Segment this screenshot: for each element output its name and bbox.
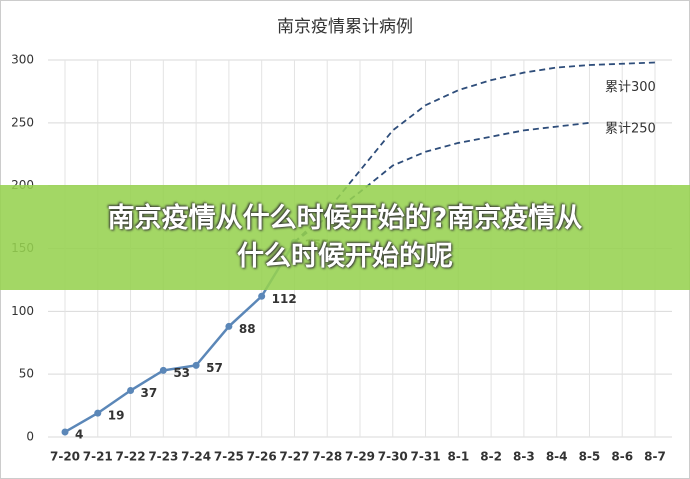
- series-label: 累计250: [605, 121, 656, 136]
- x-tick-label: 8-7: [644, 450, 666, 464]
- x-tick-label: 7-30: [378, 450, 408, 464]
- x-tick-label: 7-25: [214, 450, 244, 464]
- point: [258, 292, 266, 300]
- x-tick-label: 8-1: [447, 450, 469, 464]
- x-tick-label: 8-5: [579, 450, 601, 464]
- point: [192, 361, 200, 369]
- banner: 南京疫情从什么时候开始的?南京疫情从 什么时候开始的呢: [0, 185, 690, 290]
- x-tick-label: 7-21: [83, 450, 113, 464]
- y-tick-label: 50: [19, 367, 34, 381]
- x-tick-label: 7-31: [411, 450, 441, 464]
- point: [61, 428, 69, 436]
- series-line: [64, 241, 296, 434]
- value-label: 19: [108, 409, 125, 423]
- banner-line: 南京疫情从什么时候开始的?南京疫情从: [107, 202, 583, 234]
- y-tick-label: 250: [11, 115, 34, 129]
- x-tick-label: 7-28: [312, 450, 342, 464]
- x-tick-label: 7-26: [247, 450, 277, 464]
- y-tick-label: 300: [11, 53, 34, 67]
- x-tick-label: 7-22: [116, 450, 146, 464]
- series-label: 累计300: [605, 80, 656, 95]
- series-line: [293, 61, 656, 243]
- point: [225, 322, 233, 330]
- x-tick-label: 7-20: [50, 450, 80, 464]
- value-label: 88: [239, 322, 256, 336]
- value-label: 112: [272, 292, 297, 306]
- x-tick-label: 8-6: [611, 450, 633, 464]
- x-tick-label: 7-23: [148, 450, 178, 464]
- x-tick-label: 7-29: [345, 450, 375, 464]
- x-tick-label: 7-27: [279, 450, 309, 464]
- y-tick-label: 0: [26, 430, 34, 444]
- x-tick-label: 8-2: [480, 450, 502, 464]
- banner-line: 什么时候开始的呢: [237, 240, 453, 272]
- chart-title: 南京疫情累计病例: [277, 17, 413, 37]
- x-tick-label: 8-3: [513, 450, 535, 464]
- x-tick-label: 7-24: [181, 450, 211, 464]
- point: [127, 387, 135, 395]
- y-tick-label: 100: [11, 304, 34, 318]
- value-label: 57: [206, 361, 223, 375]
- value-label: 37: [141, 386, 158, 400]
- point: [94, 409, 102, 417]
- value-label: 53: [173, 366, 190, 380]
- x-tick-label: 8-4: [546, 450, 568, 464]
- value-label: 4: [75, 427, 83, 441]
- point: [159, 366, 167, 374]
